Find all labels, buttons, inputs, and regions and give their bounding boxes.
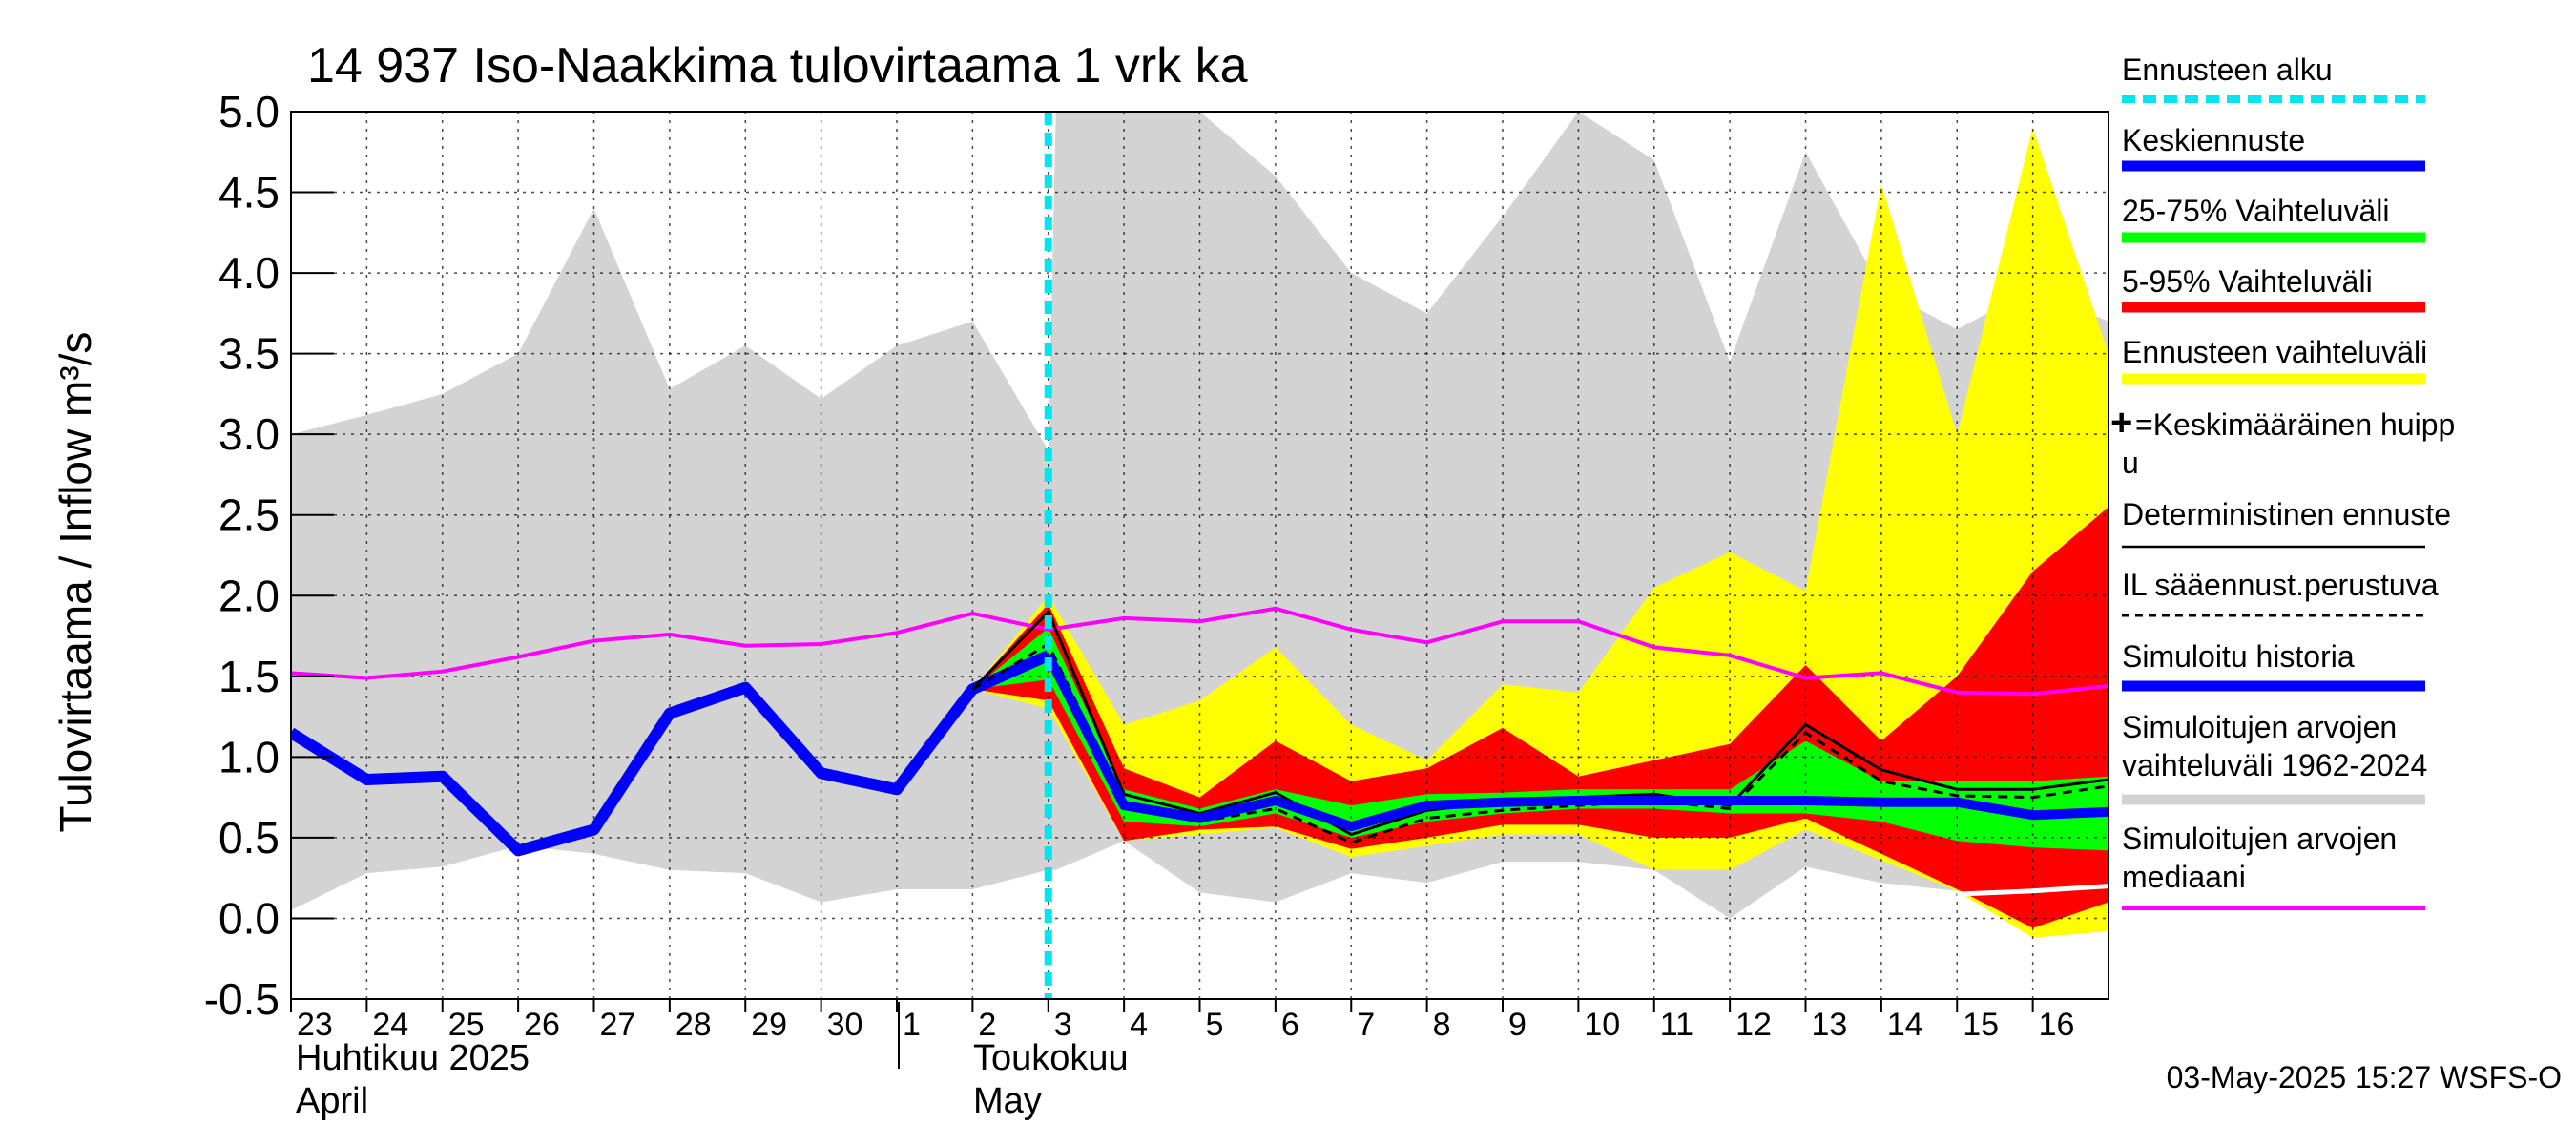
legend-label: Ennusteen vaihteluväli (2122, 335, 2427, 369)
legend-item-deterministic: Deterministinen ennuste (2122, 497, 2451, 549)
x-tick-label: 6 (1281, 1007, 1299, 1043)
y-tick-label: 0.5 (218, 813, 280, 863)
x-tick-label: 2 (978, 1007, 996, 1043)
legend-label-line2: u (2122, 446, 2139, 480)
x-tick-label: 3 (1054, 1007, 1072, 1043)
x-tick-label: 23 (297, 1007, 333, 1043)
x-tick-label: 13 (1812, 1007, 1848, 1043)
legend-label: Simuloitujen arvojen (2122, 710, 2397, 744)
legend-item-mean_forecast: Keskiennuste (2122, 123, 2425, 172)
legend-label: =Keskimääräinen huipp (2135, 407, 2455, 442)
x-tick-label: 8 (1433, 1007, 1451, 1043)
legend-item-median: Simuloitujen arvojen mediaani (2122, 822, 2425, 910)
y-tick-label: 1.0 (218, 732, 280, 781)
y-tick-label: -0.5 (204, 974, 280, 1024)
legend-label-line2: vaihteluväli 1962-2024 (2122, 748, 2427, 782)
x-tick-label: 29 (751, 1007, 787, 1043)
y-tick-label: 3.0 (218, 409, 280, 459)
x-tick-label: 24 (372, 1007, 408, 1043)
range-25-75-band (972, 628, 2109, 851)
y-tick-label: 0.0 (218, 893, 280, 943)
legend-item-forecast_start: Ennusteen alku (2122, 52, 2425, 103)
y-tick-label: 1.5 (218, 652, 280, 701)
x-axis: 23 24 25 26 27 28 29 30 1 2 3 4 5 6 7 8 9 10 11 12 13 14 15 16 (290, 999, 2075, 1043)
legend-item-historical_range: Simuloitujen arvojen vaihteluväli 1962-20… (2122, 710, 2427, 805)
legend-label: Simuloitu historia (2122, 639, 2355, 674)
y-tick-label: 2.0 (218, 571, 280, 620)
month-label-april-en: April (296, 1081, 368, 1121)
y-axis-label: Tulovirtaama / Inflow m³/s (51, 332, 100, 833)
x-tick-label: 4 (1130, 1007, 1148, 1043)
x-tick-label: 14 (1887, 1007, 1923, 1043)
footer-timestamp: 03-May-2025 15:27 WSFS-O (2167, 1060, 2562, 1094)
grid-layer (291, 112, 2109, 999)
y-axis: -0.5 0.0 0.5 1.0 1.5 2.0 2.5 3.0 3.5 4.0 4.5 5.0 (204, 87, 334, 1024)
range-5-95-band (972, 507, 2109, 928)
month-label-april-fi: Huhtikuu 2025 (296, 1038, 530, 1078)
x-tick-label: 26 (524, 1007, 560, 1043)
median-tail-line (1957, 884, 2109, 897)
legend-label: Deterministinen ennuste (2122, 497, 2451, 531)
month-label-may-fi: Toukokuu (973, 1038, 1129, 1078)
legend-label: Simuloitujen arvojen (2122, 822, 2397, 856)
y-tick-label: 4.0 (218, 248, 280, 298)
mean-forecast-line (1044, 653, 2109, 832)
y-tick-label: 5.0 (218, 87, 280, 136)
x-tick-label: 9 (1508, 1007, 1527, 1043)
month-label-may-en: May (973, 1081, 1042, 1121)
legend-item-mean_peak: + =Keskimääräinen huipp u (2110, 402, 2455, 480)
x-tick-label: 25 (448, 1007, 485, 1043)
x-tick-label: 11 (1660, 1007, 1693, 1043)
x-tick-label: 28 (675, 1007, 712, 1043)
x-tick-label: 15 (1963, 1007, 1999, 1043)
simulated-history-line (291, 650, 1051, 857)
x-tick-label: 5 (1206, 1007, 1224, 1043)
x-tick-label: 27 (600, 1007, 636, 1043)
legend-label: Keskiennuste (2122, 123, 2305, 157)
y-tick-label: 2.5 (218, 490, 280, 540)
legend-item-range_25_75: 25-75% Vaihteluväli (2122, 194, 2425, 243)
legend-label: Ennusteen alku (2122, 52, 2333, 87)
legend: Ennusteen alku Keskiennuste 25-75% Vaihtel… (2110, 52, 2455, 910)
y-tick-label: 3.5 (218, 329, 280, 379)
lines-layer (291, 112, 2109, 999)
legend-item-range_5_95: 5-95% Vaihteluväli (2122, 264, 2425, 313)
legend-item-simulated_history: Simuloitu historia (2122, 639, 2425, 692)
y-tick-label: 4.5 (218, 168, 280, 218)
median-line (291, 606, 2109, 697)
legend-label-line2: mediaani (2122, 860, 2246, 894)
x-tick-label: 30 (827, 1007, 863, 1043)
legend-label: IL sääennust.perustuva (2122, 568, 2439, 602)
x-tick-label: 12 (1735, 1007, 1772, 1043)
legend-label: 25-75% Vaihteluväli (2122, 194, 2389, 228)
legend-item-il_forecast: IL sääennust.perustuva (2122, 568, 2439, 617)
x-tick-label: 1 (903, 1007, 921, 1043)
chart-title: 14 937 Iso-Naakkima tulovirtaama 1 vrk k… (307, 38, 1248, 94)
legend-item-forecast_range: Ennusteen vaihteluväli (2122, 335, 2427, 385)
legend-label: 5-95% Vaihteluväli (2122, 264, 2373, 299)
x-tick-label: 7 (1357, 1007, 1375, 1043)
x-tick-label: 10 (1584, 1007, 1620, 1043)
x-tick-label: 16 (2039, 1007, 2075, 1043)
legend-plus-icon: + (2110, 402, 2132, 444)
il-forecast-line (971, 641, 2109, 844)
